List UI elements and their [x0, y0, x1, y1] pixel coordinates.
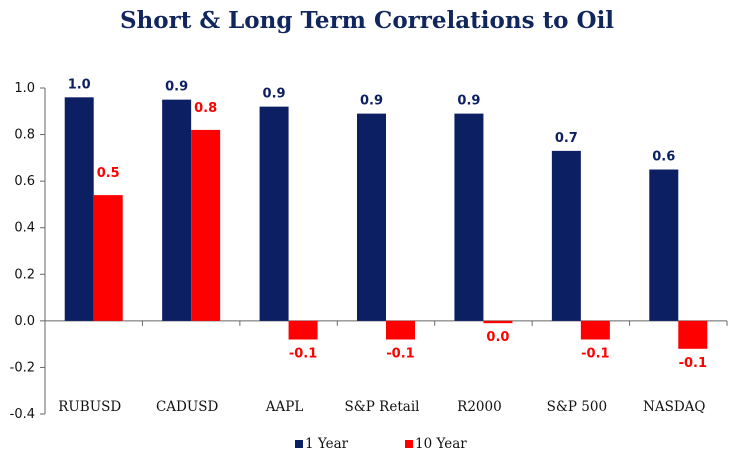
y-tick-label: -0.2	[10, 360, 35, 375]
y-tick-label: 0.6	[14, 174, 35, 189]
chart-title: Short & Long Term Correlations to Oil	[120, 7, 614, 34]
bars-group	[64, 97, 708, 349]
data-label-1-year: 0.9	[457, 94, 480, 109]
category-label: CADUSD	[156, 399, 219, 415]
data-label-10-year: 0.0	[486, 330, 509, 345]
legend-swatch-1-year	[295, 440, 303, 448]
data-label-1-year: 0.7	[555, 131, 578, 146]
legend-label-1-year: 1 Year	[305, 436, 349, 452]
y-tick-label: 0.0	[14, 314, 35, 329]
bar-10-year	[288, 320, 318, 340]
bar-10-year	[93, 195, 123, 321]
bar-1-year	[454, 113, 484, 321]
axes-group: 1.0 0.8 0.6 0.4 0.2 0.0 -0.2 -0.4 RUBUSD CADUSD AA…	[10, 81, 728, 422]
category-label: S&P 500	[547, 399, 607, 415]
data-label-1-year: 1.0	[68, 77, 91, 92]
category-label: RUBUSD	[58, 399, 121, 415]
bar-1-year	[162, 99, 192, 321]
legend-label-10-year: 10 Year	[415, 436, 467, 452]
y-tick-label: -0.4	[10, 407, 35, 422]
bar-1-year	[64, 97, 94, 321]
data-label-1-year: 0.9	[263, 87, 286, 102]
data-labels-group: 1.0 0.5 0.9 0.8 0.9 -0.1 0.9 -0.1 0.9 0.0 0.7 -0.1 0…	[68, 77, 707, 370]
category-label: R2000	[457, 399, 502, 415]
y-tick-label: 0.2	[14, 267, 35, 282]
data-label-1-year: 0.9	[360, 94, 383, 109]
y-tick-label: 0.8	[14, 128, 35, 143]
bar-1-year	[259, 106, 289, 321]
y-tick-label: 1.0	[14, 81, 35, 96]
data-label-10-year: 0.5	[97, 166, 120, 181]
bar-10-year	[483, 320, 513, 324]
bar-10-year	[580, 320, 610, 340]
data-label-1-year: 0.6	[652, 150, 675, 165]
data-label-1-year: 0.9	[165, 80, 188, 95]
bar-1-year	[551, 150, 581, 321]
category-label: AAPL	[265, 399, 304, 415]
data-label-10-year: -0.1	[289, 346, 317, 361]
bar-10-year	[386, 320, 415, 340]
data-label-10-year: 0.8	[194, 101, 217, 116]
category-label: S&P Retail	[345, 399, 420, 415]
data-label-10-year: -0.1	[679, 356, 707, 371]
bar-1-year	[649, 169, 679, 321]
bar-1-year	[357, 113, 386, 321]
category-label: NASDAQ	[643, 399, 705, 415]
legend-swatch-10-year	[405, 440, 413, 448]
bar-10-year	[191, 129, 221, 321]
data-label-10-year: -0.1	[581, 346, 609, 361]
bar-10-year	[678, 320, 708, 349]
data-label-10-year: -0.1	[386, 346, 414, 361]
legend: 1 Year 10 Year	[295, 436, 467, 452]
y-tick-label: 0.4	[14, 221, 35, 236]
